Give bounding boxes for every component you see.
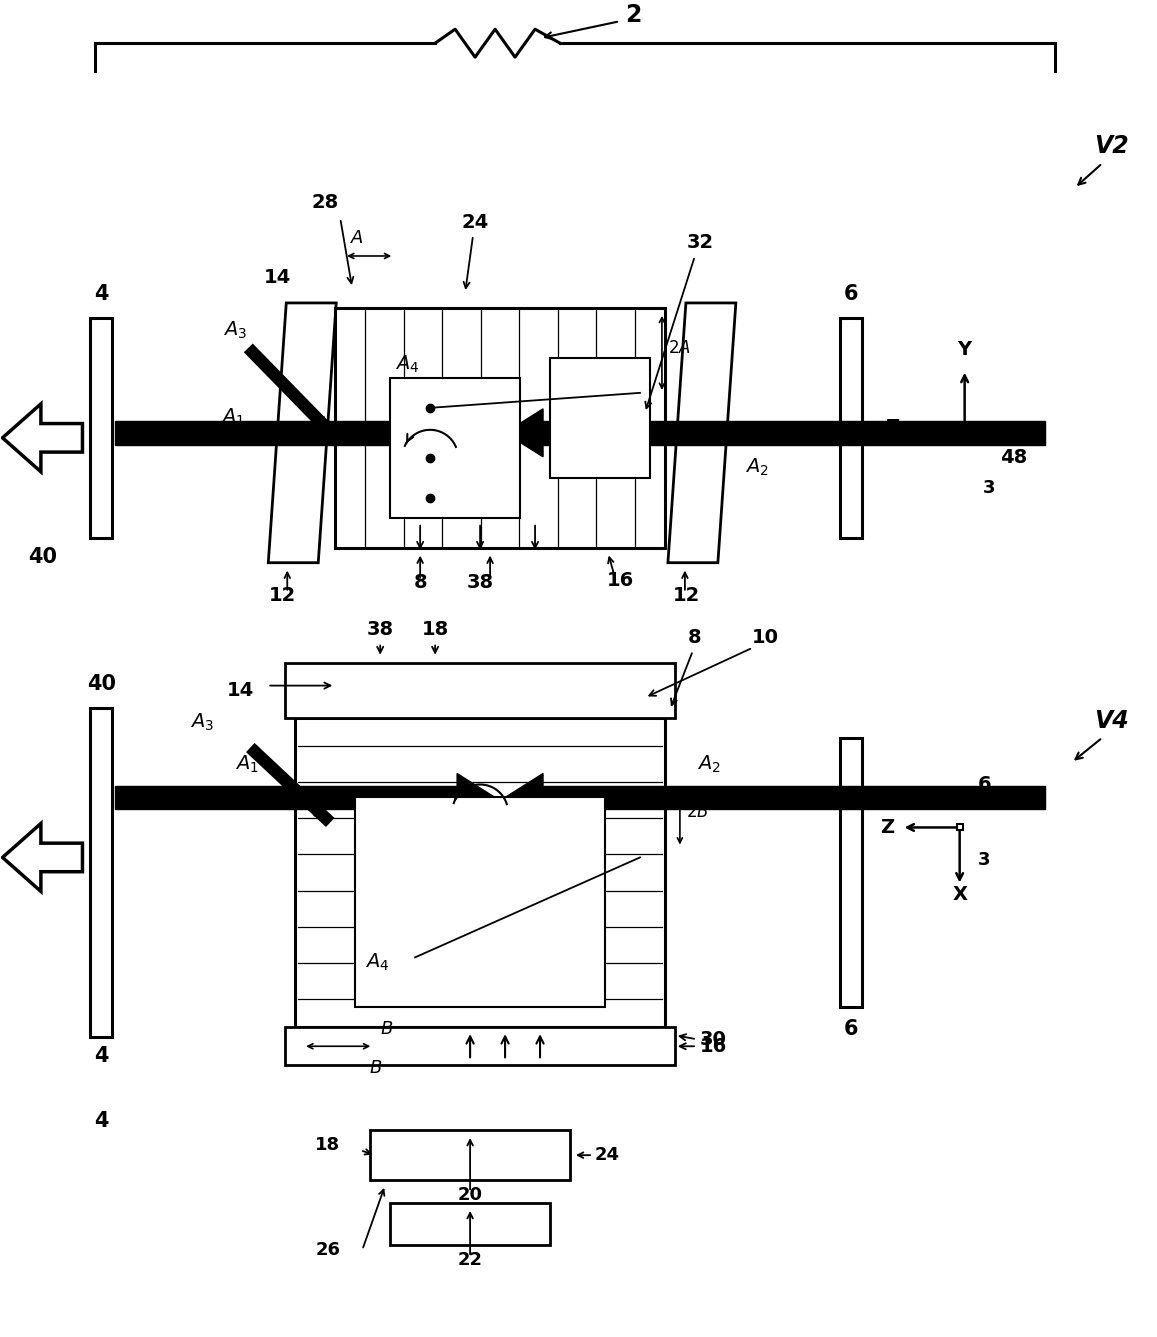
Bar [90, 707, 112, 1038]
Text: $A_1$: $A_1$ [221, 406, 245, 428]
Text: 40: 40 [87, 674, 116, 694]
Text: 40: 40 [28, 547, 57, 567]
Text: 8: 8 [688, 627, 701, 647]
Text: 6: 6 [978, 774, 992, 793]
Text: 16: 16 [700, 1036, 727, 1056]
Text: 6: 6 [843, 283, 858, 303]
Polygon shape [506, 774, 543, 821]
Text: 8: 8 [413, 572, 427, 592]
Bar [355, 797, 605, 1007]
Text: 46: 46 [995, 794, 1022, 813]
Polygon shape [2, 404, 82, 472]
Text: Z: Z [879, 818, 893, 837]
Text: 48: 48 [1000, 448, 1027, 467]
Polygon shape [2, 824, 82, 892]
Text: $A_3$: $A_3$ [223, 320, 248, 341]
Bar [370, 1130, 570, 1181]
Text: Y: Y [958, 340, 972, 358]
Polygon shape [268, 303, 337, 563]
Text: $B$: $B$ [381, 1020, 393, 1039]
Text: 16: 16 [606, 571, 634, 590]
Bar [336, 308, 665, 548]
Text: 26: 26 [315, 1241, 340, 1259]
Polygon shape [543, 786, 1045, 809]
Text: X: X [952, 885, 967, 904]
Text: 12: 12 [268, 586, 296, 604]
Text: $B$: $B$ [369, 1059, 382, 1078]
Bar [957, 825, 963, 830]
Text: 20: 20 [458, 1186, 482, 1205]
Text: 30: 30 [700, 1031, 727, 1050]
Text: $2A$: $2A$ [668, 338, 691, 357]
Text: 12: 12 [673, 586, 700, 604]
Bar [390, 1203, 550, 1245]
Polygon shape [116, 421, 457, 445]
Bar [840, 738, 862, 1007]
Bar [295, 718, 665, 1027]
Polygon shape [668, 303, 736, 563]
Text: $A_2$: $A_2$ [697, 754, 721, 775]
Text: $A_2$: $A_2$ [745, 457, 768, 479]
Text: 38: 38 [367, 619, 393, 639]
Text: $A_4$: $A_4$ [366, 952, 390, 972]
Polygon shape [116, 786, 457, 809]
Bar [286, 663, 675, 718]
Text: 6: 6 [843, 1019, 858, 1039]
Text: Z: Z [885, 418, 899, 437]
Text: $A_4$: $A_4$ [396, 354, 419, 376]
Bar [90, 318, 112, 537]
Text: 3: 3 [982, 479, 995, 497]
Text: V4: V4 [1095, 709, 1129, 733]
Text: 24: 24 [595, 1146, 620, 1165]
Text: $2B$: $2B$ [686, 804, 709, 821]
Text: 4: 4 [94, 1111, 109, 1131]
Text: 28: 28 [311, 193, 339, 213]
Bar [286, 1027, 675, 1066]
Text: 14: 14 [264, 267, 290, 287]
Text: V2: V2 [1095, 134, 1129, 158]
Bar [961, 425, 967, 431]
Text: 4: 4 [94, 1047, 109, 1066]
Text: 24: 24 [462, 213, 488, 233]
Text: 3: 3 [978, 852, 990, 869]
Text: 22: 22 [458, 1251, 482, 1269]
Text: 2: 2 [625, 3, 641, 27]
Polygon shape [457, 774, 495, 821]
Text: 14: 14 [227, 681, 253, 701]
Text: $A$: $A$ [351, 229, 364, 247]
Text: 4: 4 [94, 283, 109, 303]
Text: 32: 32 [686, 233, 714, 251]
Polygon shape [506, 409, 543, 457]
Polygon shape [457, 409, 495, 457]
Text: 18: 18 [421, 619, 449, 639]
Text: 10: 10 [751, 627, 779, 647]
Bar [840, 318, 862, 537]
Text: 38: 38 [466, 572, 494, 592]
Bar [550, 358, 650, 477]
Polygon shape [543, 421, 1045, 445]
Text: 18: 18 [315, 1136, 340, 1154]
Bar [390, 378, 519, 517]
Text: $A_1$: $A_1$ [235, 754, 259, 775]
Text: $A_3$: $A_3$ [191, 711, 214, 733]
